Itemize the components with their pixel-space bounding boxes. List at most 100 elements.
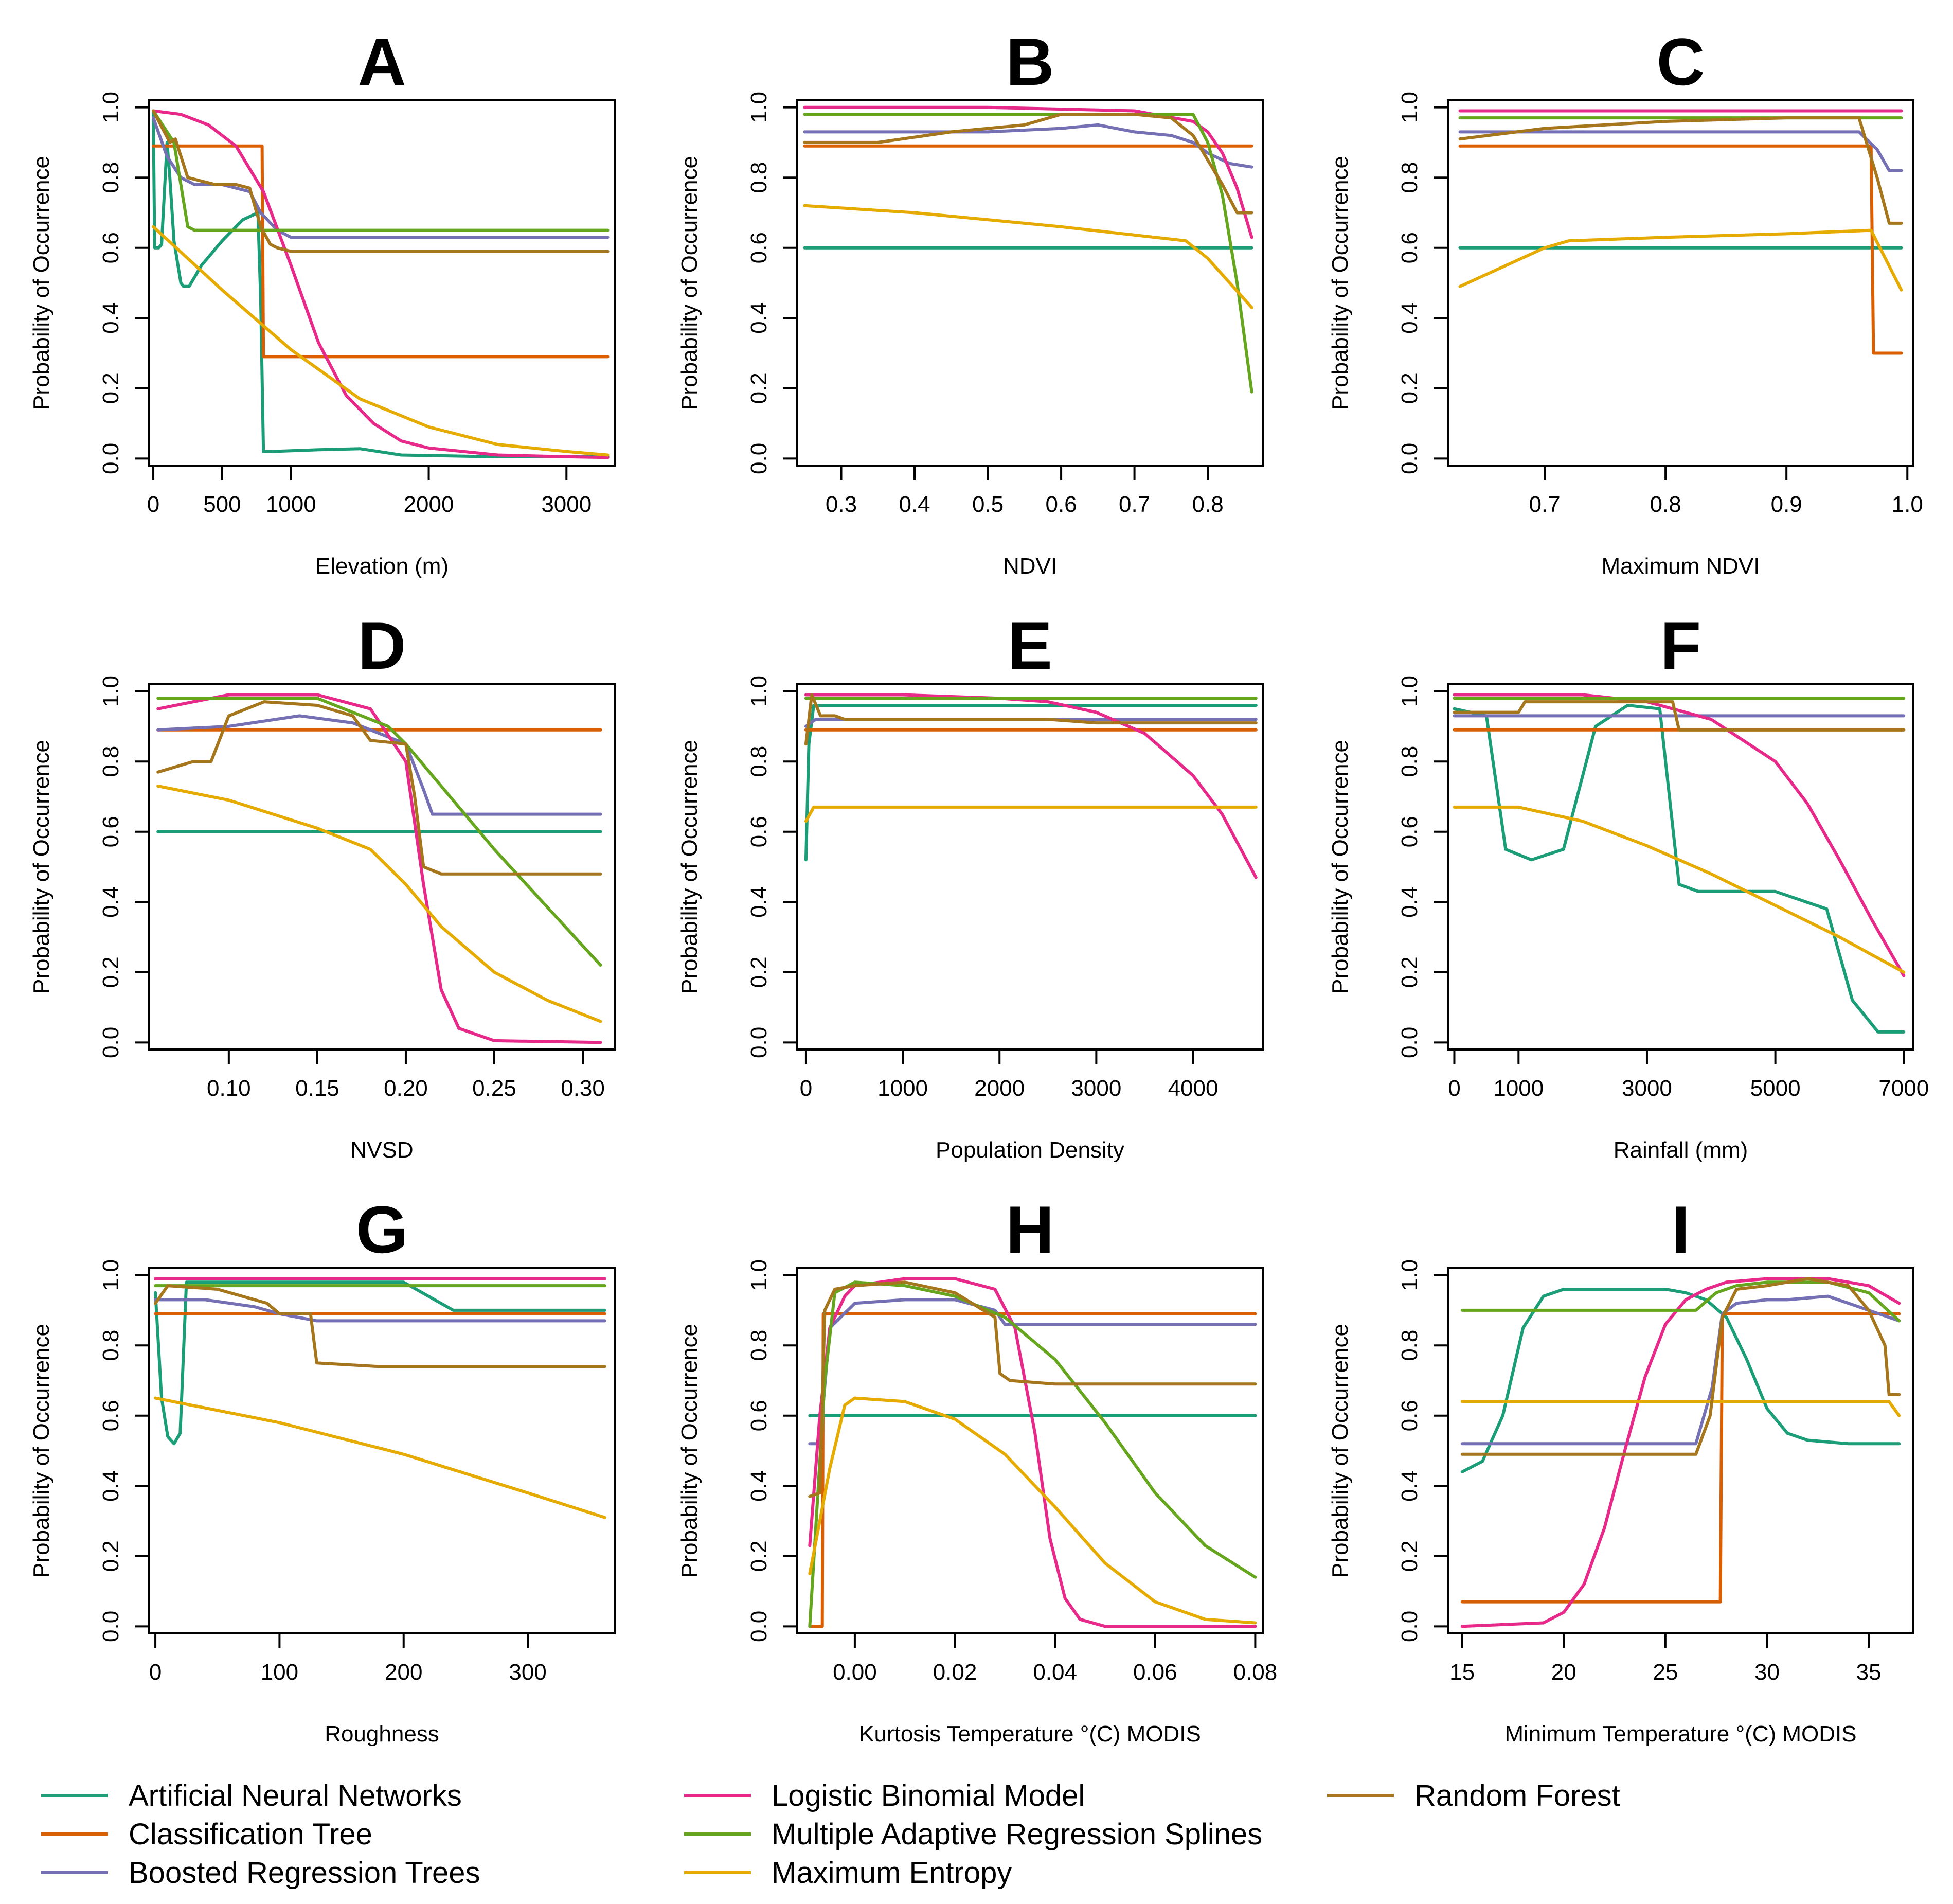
- y-tick-label-i: 0.8: [1397, 1330, 1422, 1361]
- legend-label-classification-tree: Classification Tree: [129, 1818, 372, 1851]
- plot-frame-e: [796, 683, 1264, 1051]
- series-line-f-maximum-entropy: [1453, 805, 1906, 974]
- series-line-a-random-forest: [152, 109, 610, 253]
- y-tick-label-g: 0.8: [98, 1330, 123, 1361]
- y-tick-label-h: 0.6: [746, 1400, 772, 1431]
- x-tick-label-h: 0.04: [1033, 1660, 1077, 1685]
- y-axis-label-g: Probability of Occurrence: [29, 1324, 54, 1578]
- series-line-g-maximum-entropy: [154, 1396, 606, 1519]
- panel-letter-h: H: [1006, 1192, 1054, 1267]
- x-tick-label-e: 2000: [974, 1076, 1025, 1101]
- x-tick-label-c: 1.0: [1892, 492, 1923, 517]
- x-tick-label-d: 0.20: [384, 1076, 428, 1101]
- y-tick-label-i: 0.0: [1397, 1611, 1422, 1642]
- x-axis-label-e: Population Density: [936, 1137, 1124, 1163]
- panel-letter-b: B: [1006, 24, 1054, 99]
- x-tick-label-h: 0.00: [833, 1660, 877, 1685]
- series-line-h-logistic-binomial-model: [808, 1277, 1257, 1628]
- y-tick-label-g: 0.2: [98, 1540, 123, 1572]
- series-group-d: [156, 693, 602, 1044]
- x-tick-label-e: 3000: [1071, 1076, 1121, 1101]
- series-group-h: [808, 1277, 1257, 1628]
- y-tick-label-e: 0.4: [746, 886, 772, 918]
- y-axis-label-b: Probability of Occurrence: [677, 156, 702, 410]
- x-tick-label-i: 20: [1551, 1660, 1576, 1685]
- x-tick-label-c: 0.7: [1529, 492, 1560, 517]
- x-tick-label-h: 0.08: [1233, 1660, 1278, 1685]
- panel-letter-e: E: [1008, 608, 1052, 683]
- panel-h: H 0.00 0.02 0.04 0.06 0.08 0.0 0.2 0.4 0.6 0.8 1.0 K…: [677, 1192, 1277, 1747]
- y-tick-label-c: 0.2: [1397, 372, 1422, 404]
- series-line-b-multiple-adaptive-regression-splines: [803, 113, 1253, 394]
- x-tick-label-h: 0.06: [1133, 1660, 1177, 1685]
- series-line-i-maximum-entropy: [1460, 1400, 1901, 1417]
- y-tick-label-f: 0.8: [1397, 746, 1422, 777]
- y-tick-label-a: 0.2: [98, 372, 123, 404]
- x-tick-label-f: 0: [1448, 1076, 1460, 1101]
- panel-c: C 0.7 0.8 0.9 1.0 0.0 0.2 0.4 0.6 0.8 1.0 Maximum N…: [1328, 24, 1923, 579]
- y-tick-label-c: 0.0: [1397, 443, 1422, 474]
- x-axis-label-b: NDVI: [1003, 554, 1057, 579]
- y-tick-label-e: 0.0: [746, 1027, 772, 1058]
- y-tick-label-d: 0.4: [98, 886, 123, 918]
- series-line-f-artificial-neural-networks: [1453, 704, 1906, 1034]
- y-axis-label-d: Probability of Occurrence: [29, 740, 54, 994]
- x-tick-label-c: 0.9: [1771, 492, 1802, 517]
- y-tick-label-i: 1.0: [1397, 1259, 1422, 1291]
- x-tick-label-b: 0.4: [899, 492, 930, 517]
- series-line-c-random-forest: [1458, 116, 1903, 225]
- series-line-d-logistic-binomial-model: [156, 693, 602, 1044]
- x-tick-label-i: 25: [1653, 1660, 1678, 1685]
- y-tick-label-b: 0.0: [746, 443, 772, 474]
- y-tick-label-b: 1.0: [746, 92, 772, 123]
- x-tick-label-b: 0.8: [1192, 492, 1224, 517]
- series-line-g-artificial-neural-networks: [154, 1280, 606, 1446]
- y-tick-label-c: 0.6: [1397, 232, 1422, 263]
- plot-frame-g: [148, 1267, 616, 1634]
- series-line-a-artificial-neural-networks: [152, 109, 610, 458]
- y-tick-label-h: 0.8: [746, 1330, 772, 1361]
- series-group-b: [803, 105, 1253, 394]
- y-tick-label-g: 1.0: [98, 1259, 123, 1291]
- series-line-c-maximum-entropy: [1458, 228, 1903, 292]
- y-tick-label-g: 0.6: [98, 1400, 123, 1431]
- series-line-e-artificial-neural-networks: [804, 704, 1258, 862]
- y-tick-label-a: 0.4: [98, 302, 123, 334]
- x-tick-label-e: 4000: [1168, 1076, 1219, 1101]
- x-tick-label-d: 0.30: [561, 1076, 605, 1101]
- series-line-h-random-forest: [808, 1280, 1257, 1498]
- x-axis-label-g: Roughness: [325, 1721, 439, 1747]
- series-line-d-boosted-regression-trees: [156, 714, 602, 816]
- panel-d: D 0.10 0.15 0.20 0.25 0.30 0.0 0.2 0.4 0.6 0.8 1.0 N…: [29, 608, 616, 1163]
- series-line-f-logistic-binomial-model: [1453, 693, 1906, 977]
- y-tick-label-f: 0.4: [1397, 886, 1422, 918]
- x-tick-label-f: 7000: [1878, 1076, 1929, 1101]
- plot-frame-h: [796, 1267, 1264, 1634]
- x-tick-label-g: 300: [509, 1660, 546, 1685]
- y-tick-label-a: 0.6: [98, 232, 123, 263]
- series-line-a-classification-tree: [152, 144, 610, 359]
- panel-f: F 0 1000 3000 5000 7000 0.0 0.2 0.4 0.6 0.8 1.0 Rain…: [1328, 608, 1929, 1163]
- y-tick-label-b: 0.8: [746, 162, 772, 193]
- series-line-h-classification-tree: [808, 1312, 1257, 1628]
- series-line-a-maximum-entropy: [152, 225, 610, 457]
- y-axis-label-a: Probability of Occurrence: [29, 156, 54, 410]
- y-axis-label-c: Probability of Occurrence: [1328, 156, 1353, 410]
- series-line-g-random-forest: [154, 1284, 606, 1368]
- y-tick-label-i: 0.6: [1397, 1400, 1422, 1431]
- plot-frame-f: [1447, 683, 1914, 1051]
- y-tick-label-a: 0.8: [98, 162, 123, 193]
- x-tick-label-b: 0.6: [1045, 492, 1077, 517]
- y-tick-label-a: 1.0: [98, 92, 123, 123]
- y-tick-label-d: 1.0: [98, 675, 123, 707]
- series-line-c-boosted-regression-trees: [1458, 130, 1903, 172]
- y-tick-label-b: 0.4: [746, 302, 772, 334]
- x-axis-label-a: Elevation (m): [315, 554, 449, 579]
- series-line-d-random-forest: [156, 700, 602, 876]
- x-tick-label-f: 1000: [1493, 1076, 1544, 1101]
- panel-e: E 0 1000 2000 3000 4000 0.0 0.2 0.4 0.6 0.8 1.0 Popu…: [677, 608, 1264, 1163]
- series-line-h-maximum-entropy: [808, 1396, 1257, 1625]
- x-tick-label-b: 0.5: [972, 492, 1004, 517]
- series-line-i-logistic-binomial-model: [1460, 1277, 1901, 1628]
